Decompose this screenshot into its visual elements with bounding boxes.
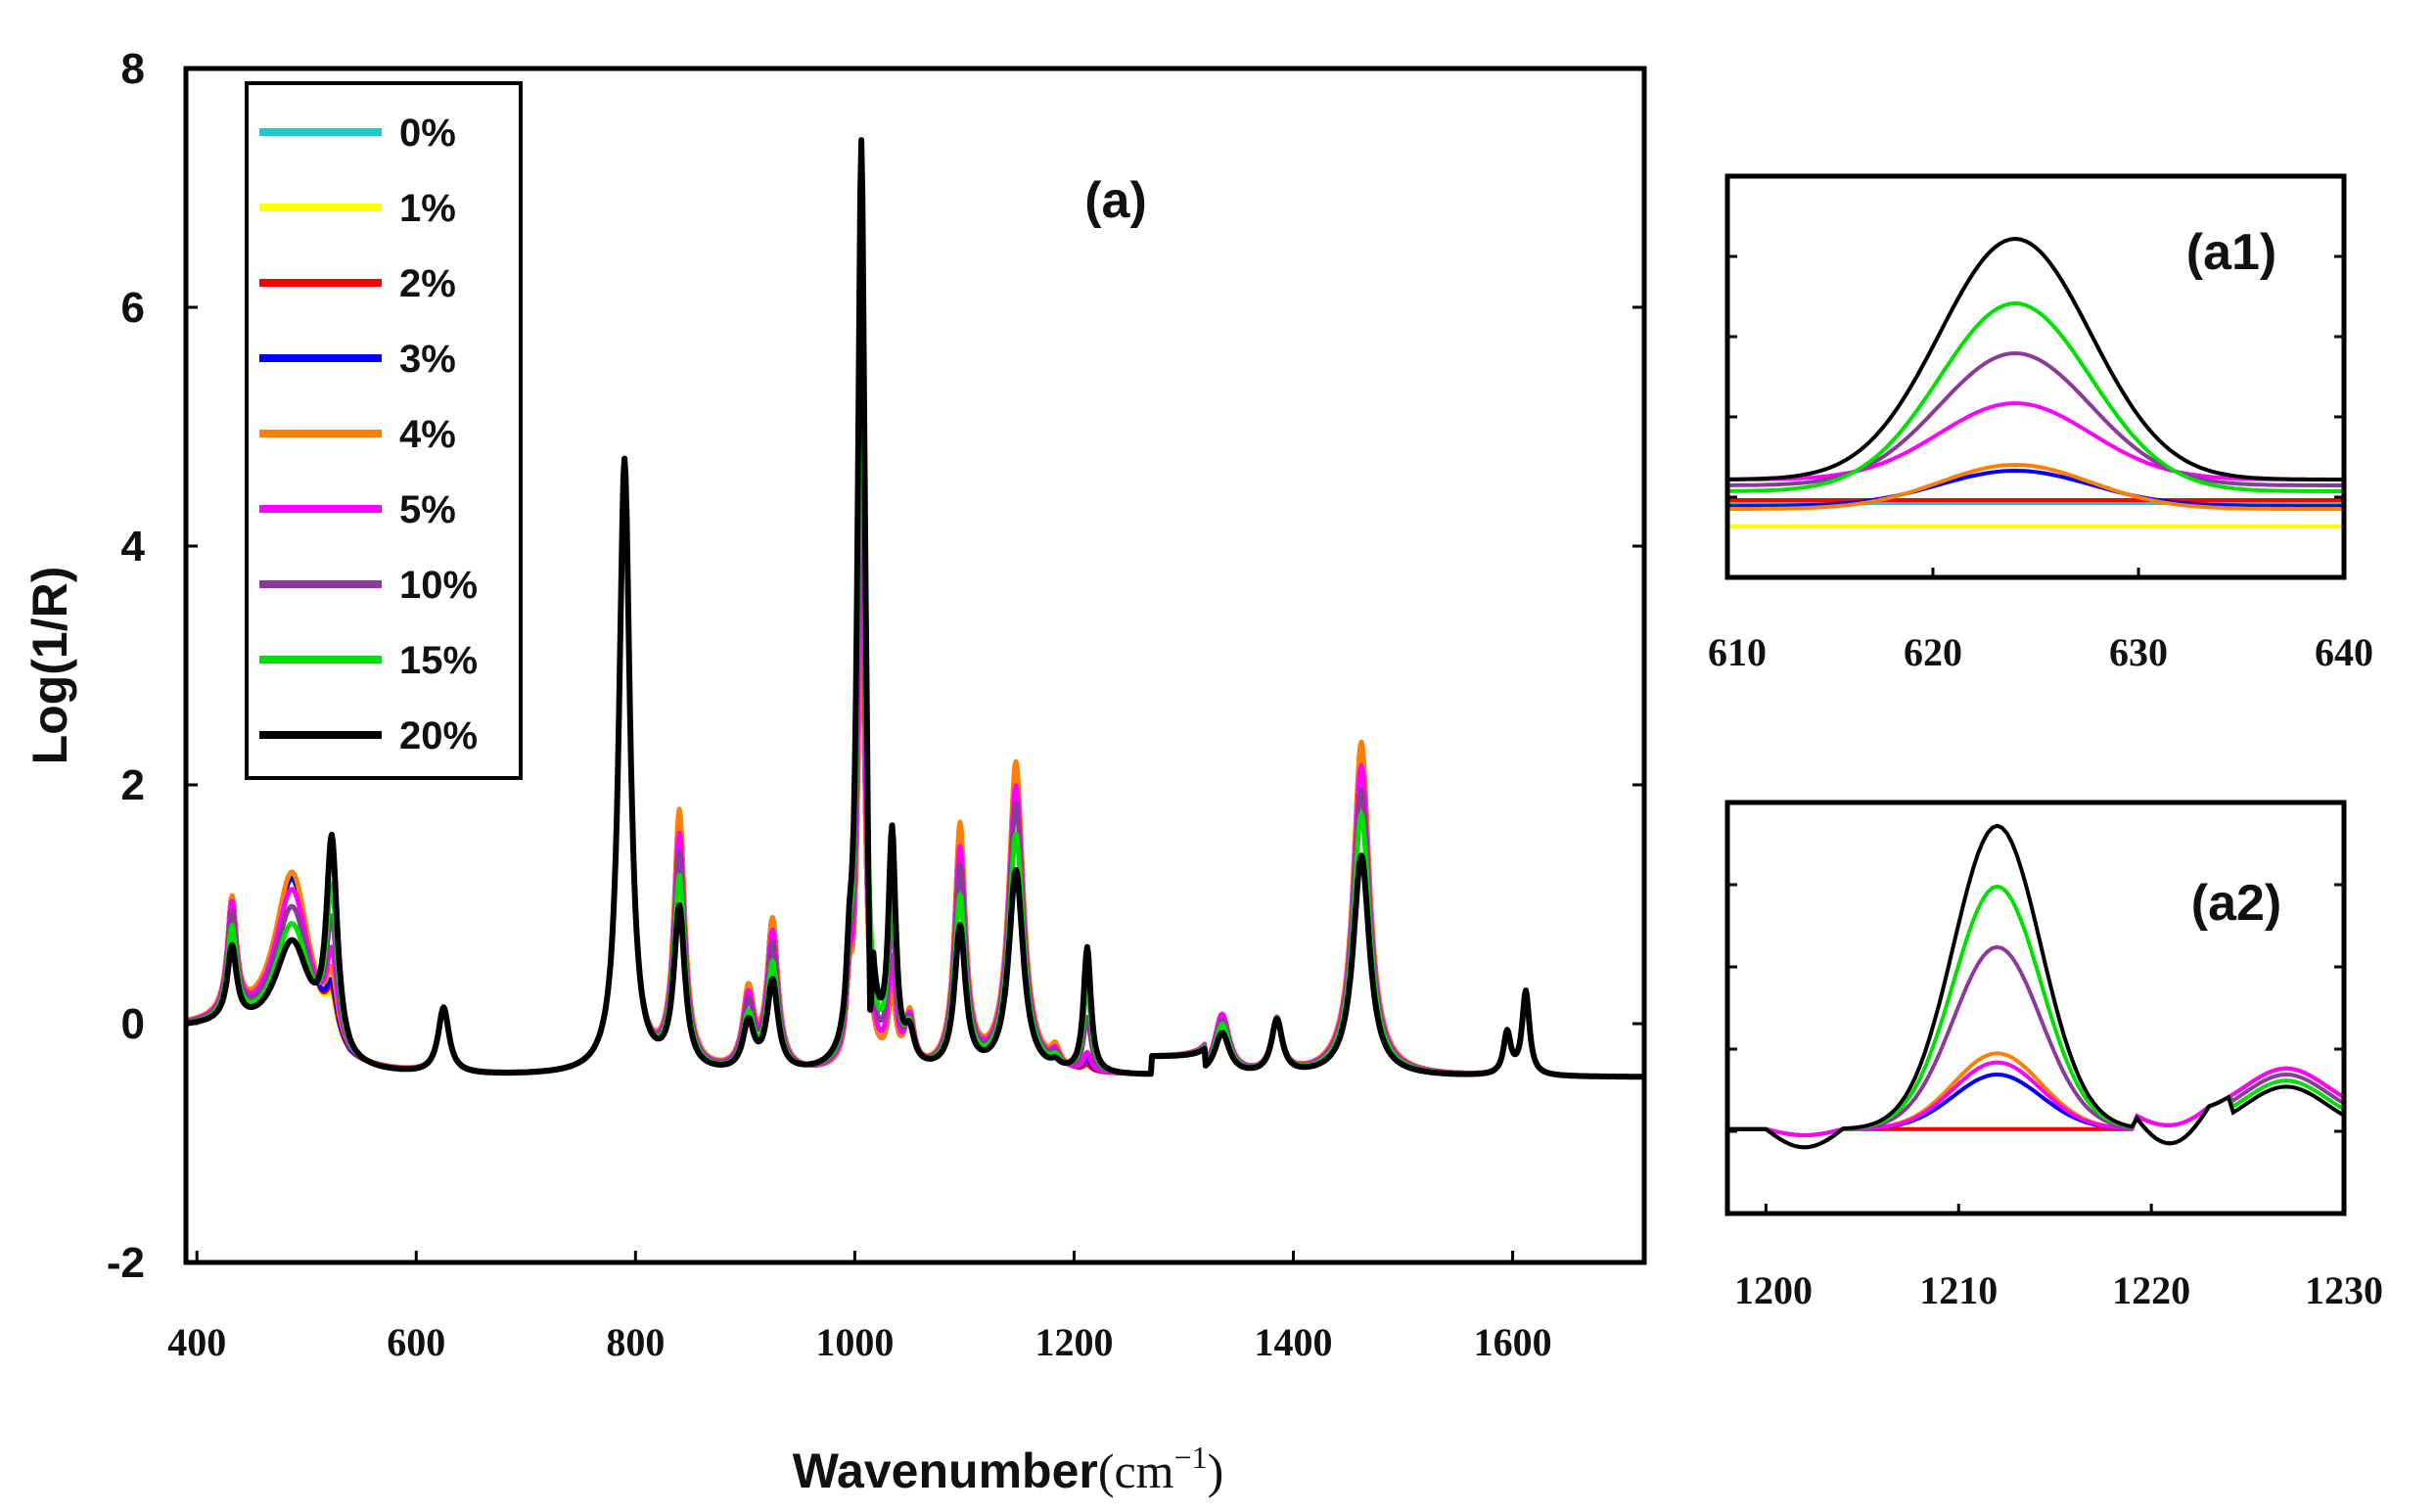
inset-a2-line-20pct [1727,823,2346,1150]
legend-label-4pct: 4% [399,413,456,456]
x-tick-label: 1600 [1474,1320,1552,1364]
legend: 0% 1% 2% 3% 4% 5% 10% 15% 20% [245,81,523,780]
inset-a1-line-20pct [1727,236,2344,481]
inset-a1-ticks: 610 620 630 640 [1708,254,2373,674]
main-panel-label: (a) [1084,172,1147,229]
inset-a2-x-tick-label: 1200 [1734,1268,1813,1312]
main-series-lines [184,137,1646,1080]
x-axis-title: Wavenumber(cm−1) [793,1440,1224,1498]
inset-a2-ticks: 1200 1210 1220 1230 [1727,883,2383,1312]
legend-label-10pct: 10% [399,564,478,607]
inset-a2-frame [1724,800,2347,1216]
x-axis-title-unit-exponent: −1 [1174,1440,1208,1475]
inset-a2-line-5pct [1727,1060,2346,1138]
x-axis-title-unit: (cm [1098,1443,1174,1498]
inset-a2-panel-label: (a2) [2191,875,2281,932]
inset-a1-x-tick-label: 630 [2109,630,2168,674]
y-tick-label: 2 [121,761,145,809]
legend-label-1pct: 1% [399,187,456,230]
y-tick-label: 0 [121,1000,145,1048]
x-tick-label: 1200 [1034,1320,1113,1364]
inset-a2-x-tick-label: 1210 [1919,1268,1998,1312]
main-chart: 400 600 800 1000 1200 1400 1600 -2 0 2 4 6 8 0% 1% 2% 3… [23,45,1647,1498]
y-tick-label: 8 [121,45,145,93]
legend-label-2pct: 2% [399,262,456,305]
y-tick-label: 4 [121,523,146,571]
legend-label-15pct: 15% [399,639,478,682]
inset-a1-line-15pct [1726,300,2344,493]
x-axis-title-unit-close: ) [1208,1443,1224,1498]
inset-a1-panel-label: (a1) [2186,224,2276,281]
inset-a1-x-tick-label: 640 [2315,630,2373,674]
inset-a2-lines [1727,823,2346,1150]
inset-a1-x-tick-label: 610 [1708,630,1767,674]
x-tick-label: 800 [606,1320,665,1364]
main-series-line-20pct [184,137,1646,1080]
inset-a2-chart: 1200 1210 1220 1230 (a2) [1724,800,2383,1312]
y-tick-label: -2 [107,1239,145,1287]
inset-a2-line-10pct [1727,944,2346,1150]
y-tick-label: 6 [121,284,145,332]
inset-a1-lines [1726,236,2344,528]
x-tick-label: 400 [167,1320,226,1364]
x-tick-label: 1000 [815,1320,894,1364]
inset-a2-x-tick-label: 1230 [2305,1268,2383,1312]
inset-a1-x-tick-label: 620 [1904,630,1962,674]
inset-a1-chart: 610 620 630 640 (a1) [1708,173,2373,674]
inset-a1-line-10pct [1727,350,2344,487]
legend-label-0pct: 0% [399,112,456,155]
inset-a1-line-4pct [1727,462,2344,511]
inset-a2-x-tick-label: 1220 [2112,1268,2190,1312]
x-axis-title-text: Wavenumber [793,1443,1098,1498]
main-plot-frame [183,66,1647,1265]
legend-label-5pct: 5% [399,488,456,531]
x-tick-label: 1400 [1255,1320,1333,1364]
legend-label-20pct: 20% [399,714,478,757]
x-tick-label: 600 [387,1320,445,1364]
legend-label-3pct: 3% [399,338,456,381]
y-axis-title: Log(1/R) [23,567,77,765]
inset-a1-line-3pct [1727,468,2344,508]
inset-a1-frame [1724,173,2347,580]
main-ticks: 400 600 800 1000 1200 1400 1600 -2 0 2 4 6 8 [107,45,1644,1364]
